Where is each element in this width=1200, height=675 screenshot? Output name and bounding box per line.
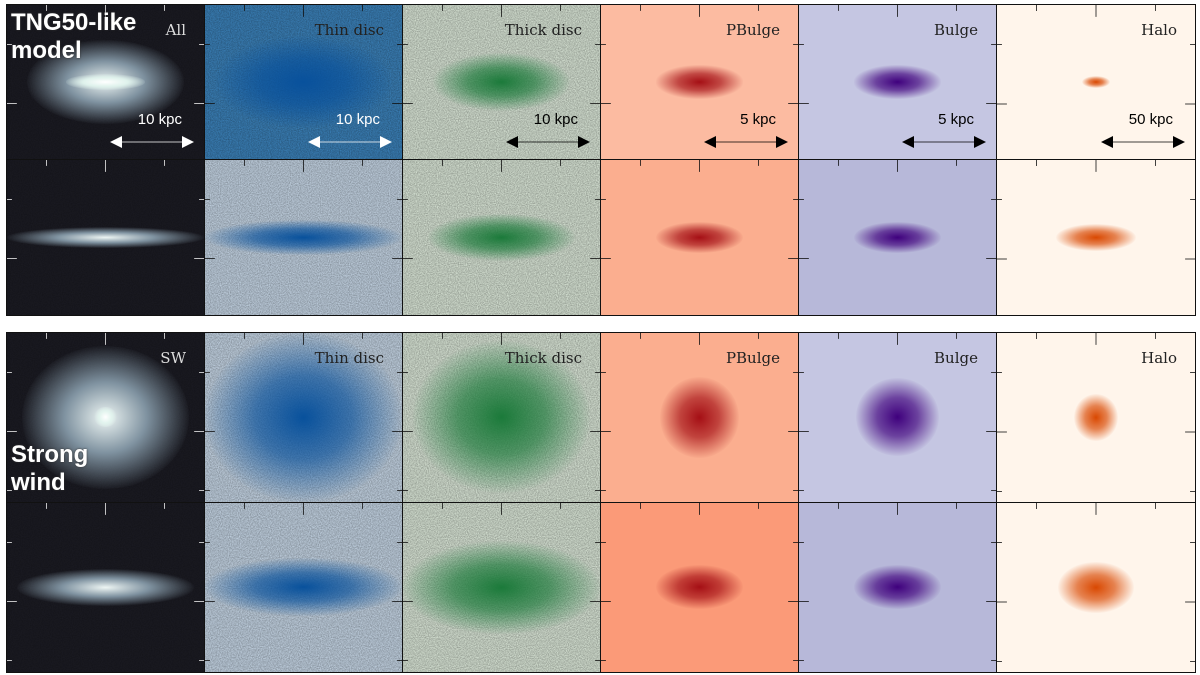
pbulge-density-blob [660, 376, 739, 458]
panel-title-thin: Thin disc [314, 21, 384, 39]
panel-title-all: SW [160, 349, 186, 367]
all-density-blob [7, 226, 204, 249]
panel-halo-edge-on [997, 502, 1195, 672]
thin-density-blob [205, 558, 402, 617]
panel-thick-edge-on [403, 502, 601, 672]
scale-bar: 10 kpc [308, 111, 392, 151]
panel-title-bulge: Bulge [934, 21, 978, 39]
scale-bar-label: 5 kpc [938, 111, 974, 128]
panel-thick-face-on: Thick disc [403, 333, 601, 503]
scale-bar-arrow [110, 136, 194, 148]
all-density-blob [16, 568, 195, 606]
panel-thick-edge-on [403, 160, 601, 315]
panel-halo-face-on: Halo 50 kpc [997, 5, 1195, 160]
scale-bar-arrow [902, 136, 986, 148]
all-core-glow [66, 74, 145, 90]
panel-all-edge-on [7, 160, 205, 315]
panel-title-thin: Thin disc [314, 349, 384, 367]
panel-title-thick: Thick disc [504, 349, 582, 367]
scale-bar-arrow [506, 136, 590, 148]
bulge-density-blob [856, 378, 939, 456]
panel-bulge-edge-on [799, 502, 997, 672]
scale-bar-label: 10 kpc [137, 111, 182, 128]
halo-density-blob [1082, 75, 1110, 89]
thin-density-blob [214, 35, 393, 129]
model-label-line-2: model [11, 37, 82, 64]
panel-thin-face-on: Thin disc 10 kpc [205, 5, 403, 160]
panel-title-thick: Thick disc [504, 21, 582, 39]
thick-density-blob [403, 540, 600, 634]
panel-thin-face-on: Thin disc [205, 333, 403, 503]
panel-grid-top: All 10 kpc Thin disc 10 kpc Thick disc 10 k… [7, 5, 1195, 315]
bulge-density-blob [854, 222, 941, 253]
scale-bar-label: 10 kpc [533, 111, 578, 128]
panel-title-all: All [165, 21, 186, 39]
scale-bar-arrow [1101, 136, 1185, 148]
thick-density-blob [432, 52, 571, 112]
thin-density-blob [205, 333, 402, 502]
panel-thin-edge-on [205, 502, 403, 672]
pbulge-density-blob [656, 565, 743, 610]
scale-bar: 5 kpc [902, 111, 986, 151]
panel-title-halo: Halo [1141, 349, 1177, 367]
panel-bulge-face-on: Bulge 5 kpc [799, 5, 997, 160]
thick-density-blob [412, 341, 591, 494]
panel-title-pbulge: PBulge [725, 21, 780, 39]
thick-density-blob [427, 214, 576, 261]
panel-all-edge-on [7, 502, 205, 672]
thin-density-blob [205, 220, 402, 255]
scale-bar: 10 kpc [110, 111, 194, 151]
panel-pbulge-edge-on [601, 160, 799, 315]
panel-pbulge-face-on: PBulge [601, 333, 799, 503]
scale-bar-label: 5 kpc [740, 111, 776, 128]
panel-bulge-face-on: Bulge [799, 333, 997, 503]
panel-grid-bottom: SW Thin disc Thick disc PBulge Bulge Halo [7, 333, 1195, 672]
panel-halo-face-on: Halo [997, 333, 1195, 503]
model-label-tng50: TNG50-like model [11, 9, 136, 65]
model-label-line-2: wind [11, 469, 66, 496]
panel-pbulge-face-on: PBulge 5 kpc [601, 5, 799, 160]
scale-bar-arrow [308, 136, 392, 148]
bulge-density-blob [854, 65, 941, 99]
panel-thin-edge-on [205, 160, 403, 315]
bulge-density-blob [854, 565, 941, 610]
halo-density-blob [1058, 561, 1134, 613]
strong-wind-model-block: SW Thin disc Thick disc PBulge Bulge Halo S… [6, 332, 1196, 673]
panel-title-bulge: Bulge [934, 349, 978, 367]
panel-pbulge-edge-on [601, 502, 799, 672]
scale-bar: 50 kpc [1101, 111, 1185, 151]
model-label-strong-wind: Strong wind [11, 441, 88, 497]
scale-bar-label: 50 kpc [1128, 111, 1173, 128]
all-core-glow [93, 407, 118, 428]
scale-bar: 5 kpc [704, 111, 788, 151]
scale-bar-arrow [704, 136, 788, 148]
model-label-line-1: Strong [11, 441, 89, 468]
scale-bar: 10 kpc [506, 111, 590, 151]
halo-density-blob [1074, 393, 1118, 441]
scale-bar-label: 10 kpc [335, 111, 380, 128]
panel-title-pbulge: PBulge [725, 349, 780, 367]
pbulge-density-blob [656, 222, 743, 253]
pbulge-density-blob [656, 65, 743, 99]
tng50-like-model-block: All 10 kpc Thin disc 10 kpc Thick disc 10 k… [6, 4, 1196, 316]
panel-title-halo: Halo [1141, 21, 1177, 39]
panel-thick-face-on: Thick disc 10 kpc [403, 5, 601, 160]
halo-density-blob [1056, 223, 1136, 252]
panel-all-face-on: All 10 kpc [7, 5, 205, 160]
panel-halo-edge-on [997, 160, 1195, 315]
model-label-line-1: TNG50-like [11, 9, 137, 36]
panel-bulge-edge-on [799, 160, 997, 315]
